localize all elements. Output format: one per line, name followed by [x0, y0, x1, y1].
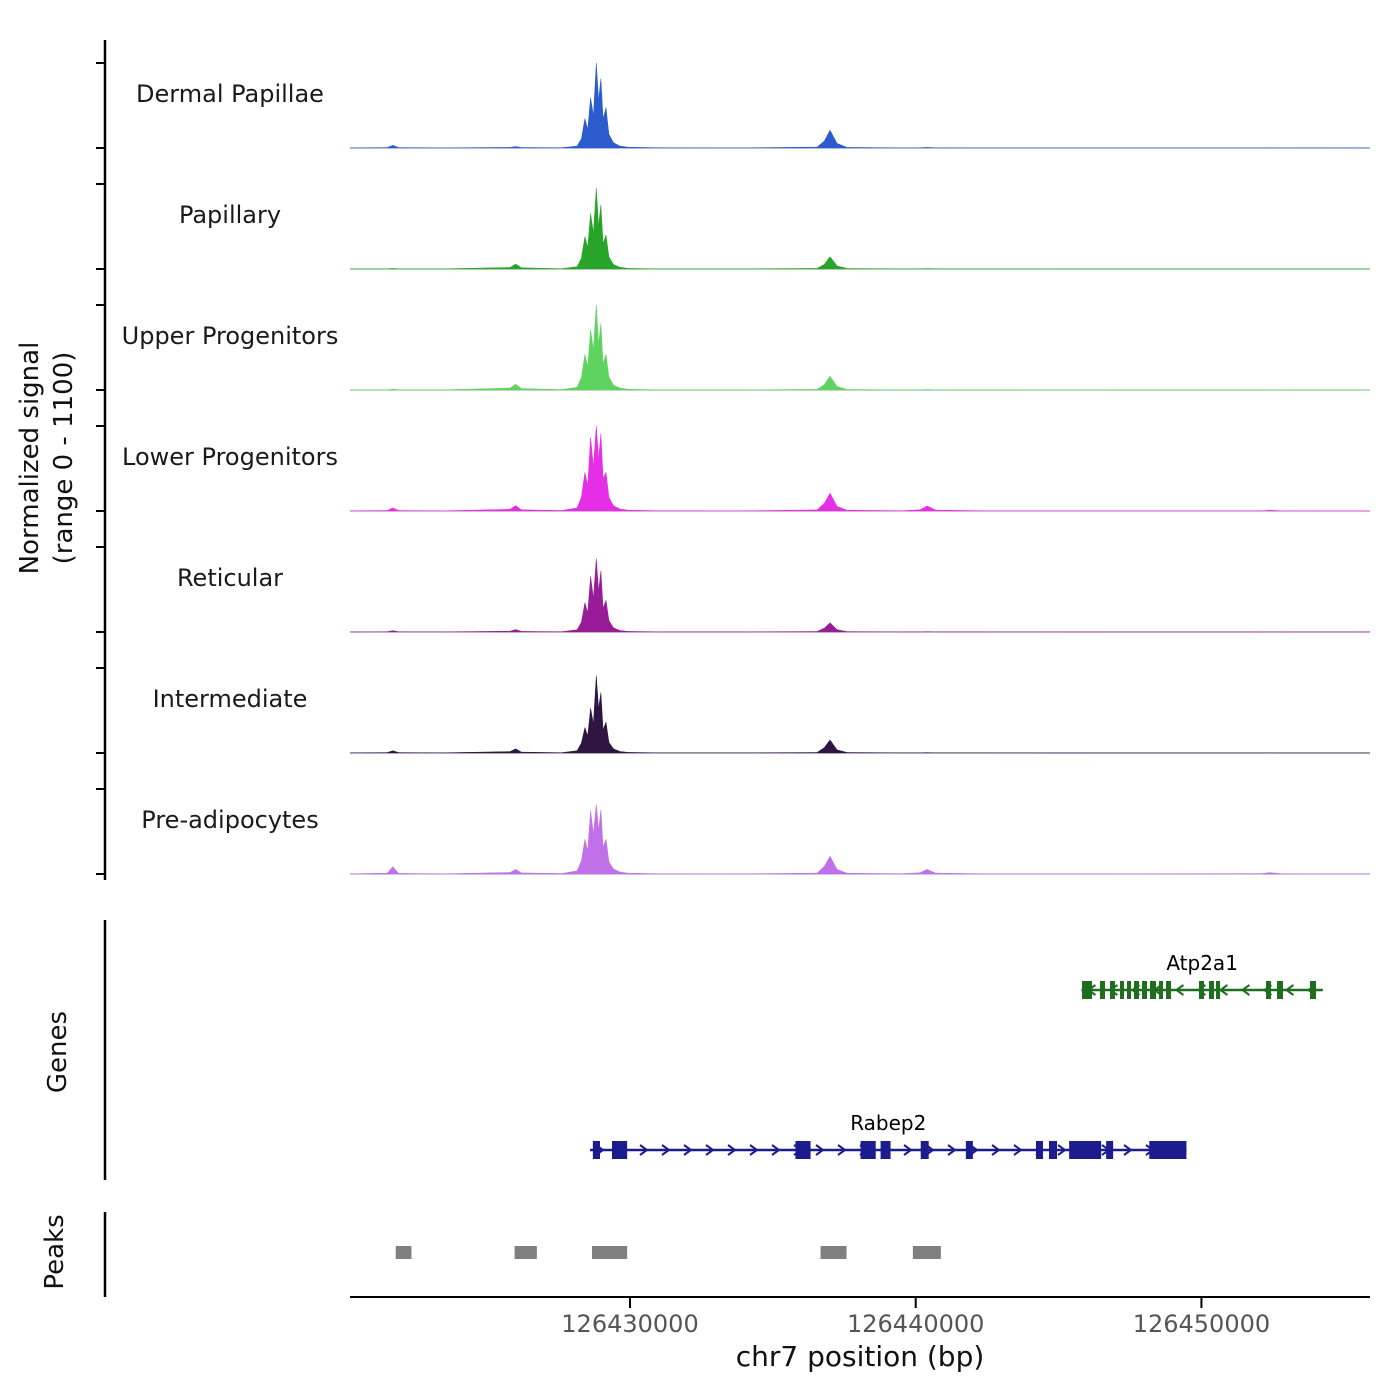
gene-exon: [1106, 1141, 1114, 1159]
gene-exon: [1310, 981, 1316, 999]
strand-arrow-icon: [1174, 984, 1185, 996]
peak-region: [514, 1246, 537, 1259]
strand-arrow-icon: [661, 1144, 671, 1156]
gene-label: Rabep2: [850, 1111, 926, 1135]
gene-exon: [1277, 981, 1283, 999]
signal-track-reticular: Reticular: [177, 558, 1371, 633]
signal-track-papillary: Papillary: [179, 187, 1371, 270]
gene-exon: [1069, 1141, 1102, 1159]
strand-arrow-icon: [903, 1144, 913, 1156]
gene-exon: [1149, 1141, 1187, 1159]
peaks-section-label: Peaks: [40, 1214, 70, 1290]
gene-exon: [1100, 981, 1105, 999]
peaks-track: [395, 1246, 941, 1259]
signal-area: [349, 304, 1371, 391]
track-label: Papillary: [179, 201, 281, 229]
x-axis-title: chr7 position (bp): [735, 1340, 985, 1373]
y-axis-label-line1: Normalized signal: [15, 341, 46, 575]
peak-region: [395, 1246, 412, 1259]
gene-exon: [592, 1141, 600, 1159]
track-label: Pre-adipocytes: [141, 806, 318, 834]
signal-track-pre-adipocytes: Pre-adipocytes: [141, 804, 1371, 875]
strand-arrow-icon: [683, 1144, 693, 1156]
signal-track-upper-progenitors: Upper Progenitors: [122, 304, 1371, 391]
strand-arrow-icon: [727, 1144, 737, 1156]
gene-exon: [1127, 981, 1131, 999]
track-label: Reticular: [177, 564, 283, 592]
strand-arrow-icon: [1218, 984, 1229, 996]
strand-arrow-icon: [837, 1144, 847, 1156]
track-label: Upper Progenitors: [122, 322, 339, 350]
strand-arrow-icon: [705, 1144, 715, 1156]
signal-axis-bracket: [96, 40, 107, 880]
gene-exon: [1049, 1141, 1057, 1159]
signal-area: [349, 804, 1371, 875]
signal-area: [349, 425, 1371, 512]
gene-exon: [1159, 981, 1163, 999]
gene-exon: [795, 1141, 811, 1159]
gene-exon: [965, 1141, 973, 1159]
gene-exon: [1150, 981, 1156, 999]
gene-exon: [1209, 981, 1214, 999]
track-label: Dermal Papillae: [136, 80, 324, 108]
x-axis-tick-label: 126450000: [1133, 1310, 1270, 1338]
gene-model-atp2a1: Atp2a1: [1081, 951, 1323, 999]
signal-area: [349, 62, 1371, 149]
track-label: Intermediate: [153, 685, 308, 713]
signal-area: [349, 675, 1371, 754]
strand-arrow-icon: [1123, 1144, 1133, 1156]
y-axis-label: Normalized signal (range 0 - 1100): [14, 342, 82, 575]
strand-arrow-icon: [1284, 984, 1295, 996]
gene-exon: [1134, 981, 1139, 999]
x-axis: 126430000 126440000 126450000: [350, 1296, 1370, 1338]
signal-track-intermediate: Intermediate: [153, 675, 1371, 754]
signal-area: [349, 558, 1371, 633]
strand-arrow-icon: [947, 1144, 957, 1156]
peak-region: [912, 1246, 941, 1259]
x-axis-tick-label: 126440000: [847, 1310, 984, 1338]
gene-exon: [1216, 981, 1220, 999]
gene-exon: [880, 1141, 891, 1159]
strand-arrow-icon: [991, 1144, 1001, 1156]
strand-arrow-icon: [1057, 1144, 1067, 1156]
gene-exon: [1166, 981, 1171, 999]
genes-section-label: Genes: [43, 1010, 73, 1094]
gene-exon: [1199, 981, 1204, 999]
gene-exon: [860, 1141, 876, 1159]
y-axis-label-line2: (range 0 - 1100): [49, 351, 79, 565]
gene-exon: [1142, 981, 1147, 999]
track-label: Lower Progenitors: [122, 443, 338, 471]
strand-arrow-icon: [1013, 1144, 1023, 1156]
strand-arrow-icon: [1240, 984, 1251, 996]
gene-exon: [1082, 981, 1092, 999]
signal-track-dermal-papillae: Dermal Papillae: [136, 62, 1371, 149]
gene-exon: [1266, 981, 1271, 999]
strand-arrow-icon: [771, 1144, 781, 1156]
strand-arrow-icon: [749, 1144, 759, 1156]
gene-exon: [1110, 981, 1115, 999]
gene-exon: [920, 1141, 929, 1159]
strand-arrow-icon: [639, 1144, 649, 1156]
peak-region: [820, 1246, 847, 1259]
gene-exon: [1120, 981, 1124, 999]
gene-exon: [612, 1141, 628, 1159]
peak-region: [592, 1246, 628, 1259]
gene-exon: [1036, 1141, 1043, 1159]
strand-arrow-icon: [815, 1144, 825, 1156]
signal-track-lower-progenitors: Lower Progenitors: [122, 425, 1371, 512]
gene-model-rabep2: Rabep2: [590, 1111, 1187, 1159]
gene-label: Atp2a1: [1166, 951, 1238, 975]
x-axis-tick-label: 126430000: [561, 1310, 698, 1338]
signal-area: [349, 187, 1371, 270]
